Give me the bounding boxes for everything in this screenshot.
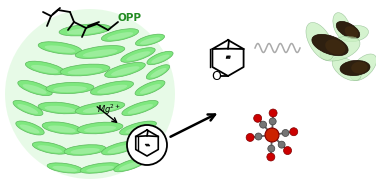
Ellipse shape xyxy=(60,64,110,76)
Ellipse shape xyxy=(138,149,158,157)
Ellipse shape xyxy=(120,121,156,135)
Ellipse shape xyxy=(52,166,77,172)
Ellipse shape xyxy=(75,101,125,115)
Ellipse shape xyxy=(146,65,170,79)
Ellipse shape xyxy=(32,142,68,154)
Ellipse shape xyxy=(126,51,150,61)
Ellipse shape xyxy=(140,84,161,94)
Ellipse shape xyxy=(108,145,133,153)
Ellipse shape xyxy=(107,32,133,40)
Ellipse shape xyxy=(80,163,120,173)
Ellipse shape xyxy=(290,128,298,136)
Ellipse shape xyxy=(18,80,52,96)
Ellipse shape xyxy=(38,42,82,54)
Ellipse shape xyxy=(102,29,139,41)
Ellipse shape xyxy=(70,148,100,154)
Ellipse shape xyxy=(111,66,139,76)
Ellipse shape xyxy=(125,125,151,133)
Ellipse shape xyxy=(77,122,123,134)
Ellipse shape xyxy=(320,36,360,61)
Ellipse shape xyxy=(20,125,39,133)
Ellipse shape xyxy=(306,22,334,60)
Ellipse shape xyxy=(42,122,82,134)
Ellipse shape xyxy=(282,129,289,136)
Ellipse shape xyxy=(13,100,43,116)
Ellipse shape xyxy=(255,133,262,140)
Ellipse shape xyxy=(83,49,117,57)
Ellipse shape xyxy=(340,60,370,76)
Ellipse shape xyxy=(45,45,75,53)
Ellipse shape xyxy=(350,54,376,81)
Ellipse shape xyxy=(268,145,275,152)
Ellipse shape xyxy=(48,125,76,133)
Ellipse shape xyxy=(135,34,165,46)
Ellipse shape xyxy=(26,61,65,75)
Ellipse shape xyxy=(267,153,275,161)
Ellipse shape xyxy=(23,84,47,94)
Ellipse shape xyxy=(147,51,173,65)
Ellipse shape xyxy=(127,125,167,165)
Ellipse shape xyxy=(64,145,106,155)
Ellipse shape xyxy=(46,82,94,94)
Ellipse shape xyxy=(269,109,277,117)
Ellipse shape xyxy=(140,37,161,44)
Ellipse shape xyxy=(38,145,62,153)
Ellipse shape xyxy=(75,46,125,58)
Ellipse shape xyxy=(345,26,358,38)
Ellipse shape xyxy=(351,62,368,74)
Ellipse shape xyxy=(278,141,285,148)
Ellipse shape xyxy=(45,106,75,112)
Ellipse shape xyxy=(17,104,38,114)
Ellipse shape xyxy=(102,141,138,155)
Ellipse shape xyxy=(97,85,127,93)
Ellipse shape xyxy=(312,34,348,56)
Ellipse shape xyxy=(16,121,44,135)
Ellipse shape xyxy=(135,81,165,96)
Ellipse shape xyxy=(47,163,83,173)
Ellipse shape xyxy=(119,161,142,170)
Ellipse shape xyxy=(68,68,103,74)
Ellipse shape xyxy=(59,24,111,36)
Ellipse shape xyxy=(151,54,170,63)
Ellipse shape xyxy=(122,100,158,115)
Ellipse shape xyxy=(91,81,133,95)
Ellipse shape xyxy=(31,65,59,73)
Ellipse shape xyxy=(134,145,162,159)
Ellipse shape xyxy=(269,118,276,125)
Ellipse shape xyxy=(84,126,116,132)
Ellipse shape xyxy=(325,39,346,55)
Ellipse shape xyxy=(38,102,82,114)
Ellipse shape xyxy=(86,166,114,172)
Ellipse shape xyxy=(5,9,175,179)
Ellipse shape xyxy=(259,121,267,128)
Ellipse shape xyxy=(340,26,368,42)
Ellipse shape xyxy=(265,128,279,142)
Ellipse shape xyxy=(67,28,103,35)
Ellipse shape xyxy=(114,158,146,172)
Ellipse shape xyxy=(121,48,155,62)
Ellipse shape xyxy=(336,21,360,39)
Ellipse shape xyxy=(83,105,117,113)
Ellipse shape xyxy=(254,114,262,122)
Ellipse shape xyxy=(246,133,254,141)
Ellipse shape xyxy=(333,13,350,40)
Ellipse shape xyxy=(284,146,291,155)
Ellipse shape xyxy=(127,104,153,114)
Ellipse shape xyxy=(150,68,167,78)
Ellipse shape xyxy=(53,86,87,92)
Text: OPP: OPP xyxy=(118,13,142,23)
Ellipse shape xyxy=(105,62,146,78)
Text: O: O xyxy=(211,70,221,83)
Text: Mg$^{2+}$: Mg$^{2+}$ xyxy=(97,103,121,117)
Ellipse shape xyxy=(332,57,361,81)
